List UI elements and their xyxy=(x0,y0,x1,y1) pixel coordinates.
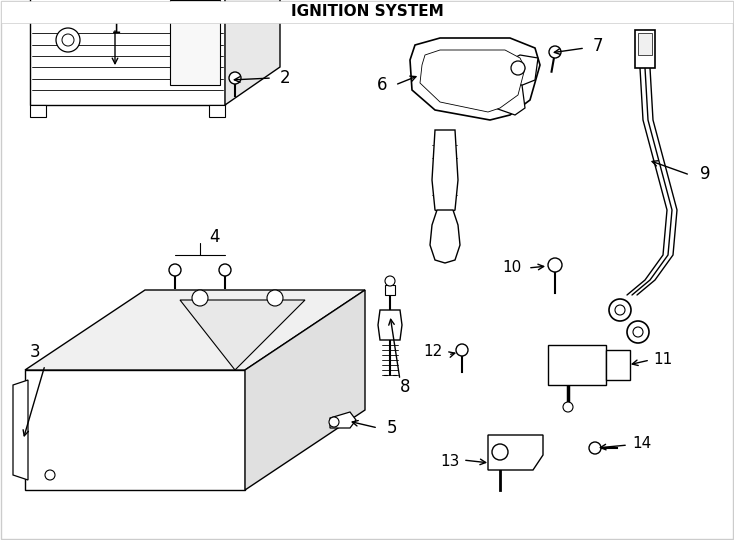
Circle shape xyxy=(385,276,395,286)
Circle shape xyxy=(456,344,468,356)
Polygon shape xyxy=(495,85,525,115)
Polygon shape xyxy=(30,0,225,105)
Polygon shape xyxy=(498,55,538,88)
Text: 11: 11 xyxy=(653,353,672,368)
Polygon shape xyxy=(488,435,543,470)
Text: 1: 1 xyxy=(109,19,120,37)
Polygon shape xyxy=(430,210,460,263)
Text: 4: 4 xyxy=(210,228,220,246)
Polygon shape xyxy=(170,0,220,85)
Text: 8: 8 xyxy=(400,378,410,396)
Circle shape xyxy=(609,299,631,321)
Circle shape xyxy=(549,46,561,58)
Circle shape xyxy=(229,72,241,84)
Circle shape xyxy=(219,264,231,276)
Circle shape xyxy=(548,258,562,272)
Polygon shape xyxy=(330,412,356,428)
Polygon shape xyxy=(606,350,630,380)
Text: 5: 5 xyxy=(387,419,397,437)
Text: IGNITION SYSTEM: IGNITION SYSTEM xyxy=(291,4,443,19)
Text: 9: 9 xyxy=(700,165,711,183)
Bar xyxy=(1,1,733,23)
Polygon shape xyxy=(638,33,652,55)
Polygon shape xyxy=(548,345,606,385)
Circle shape xyxy=(62,34,74,46)
Polygon shape xyxy=(410,38,540,120)
Polygon shape xyxy=(420,50,525,112)
Polygon shape xyxy=(180,300,305,370)
Polygon shape xyxy=(385,285,395,295)
Text: 12: 12 xyxy=(424,345,443,360)
Circle shape xyxy=(627,321,649,343)
Polygon shape xyxy=(432,130,458,215)
Text: 7: 7 xyxy=(593,37,603,55)
Circle shape xyxy=(169,264,181,276)
Circle shape xyxy=(329,417,339,427)
Circle shape xyxy=(563,402,573,412)
Text: 13: 13 xyxy=(440,455,459,469)
Polygon shape xyxy=(225,0,280,105)
Circle shape xyxy=(492,444,508,460)
Polygon shape xyxy=(30,105,46,117)
Text: 10: 10 xyxy=(502,260,522,275)
Text: 6: 6 xyxy=(377,76,388,94)
Polygon shape xyxy=(209,105,225,117)
Polygon shape xyxy=(378,310,402,340)
Polygon shape xyxy=(635,30,655,68)
Circle shape xyxy=(511,61,525,75)
Circle shape xyxy=(633,327,643,337)
Polygon shape xyxy=(13,380,28,480)
Text: 3: 3 xyxy=(29,343,40,361)
Polygon shape xyxy=(245,290,365,490)
Circle shape xyxy=(589,442,601,454)
Circle shape xyxy=(267,290,283,306)
Circle shape xyxy=(56,28,80,52)
Text: 14: 14 xyxy=(633,435,652,450)
Polygon shape xyxy=(25,370,245,490)
Polygon shape xyxy=(25,290,365,370)
Circle shape xyxy=(192,290,208,306)
Circle shape xyxy=(45,470,55,480)
Circle shape xyxy=(615,305,625,315)
Text: 2: 2 xyxy=(280,69,291,87)
